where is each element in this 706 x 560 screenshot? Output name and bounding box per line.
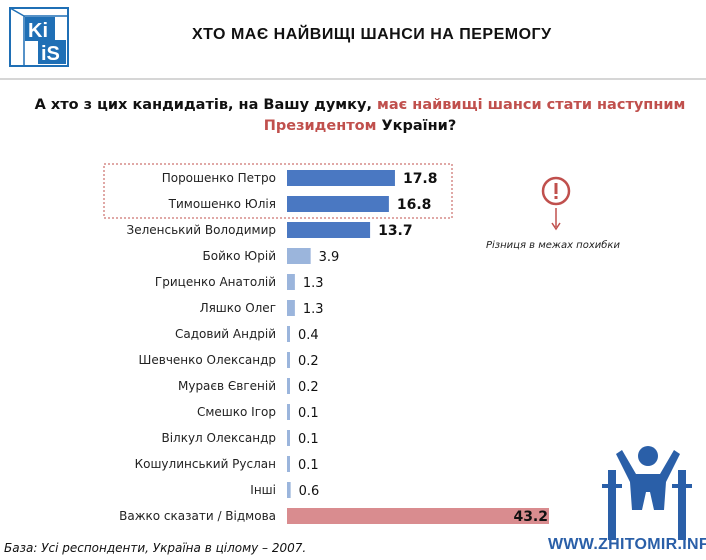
bar <box>287 378 290 394</box>
value-label: 13.7 <box>378 223 413 239</box>
page-title: ХТО МАЄ НАЙВИЩІ ШАНСИ НА ПЕРЕМОГУ <box>192 26 552 43</box>
watermark: WWW.ZHITOMIR.INFO <box>548 536 706 553</box>
exclamation-circle-icon <box>541 176 571 231</box>
category-label: Мураєв Євгеній <box>178 379 276 393</box>
kiis-logo: Ki iS <box>9 7 69 67</box>
category-label: Тимошенко Юлія <box>168 197 276 211</box>
category-label: Смешко Ігор <box>197 405 276 419</box>
value-label: 0.6 <box>299 484 320 499</box>
value-label: 0.4 <box>298 328 319 343</box>
value-label: 0.2 <box>298 354 319 369</box>
value-label: 16.8 <box>397 197 432 213</box>
runner-mascot-icon <box>602 446 692 540</box>
bar <box>287 222 371 238</box>
value-label: 1.3 <box>303 302 324 317</box>
survey-question: А хто з цих кандидатів, на Вашу думку, м… <box>30 95 690 137</box>
question-part2: України? <box>376 118 457 134</box>
bar <box>287 326 290 342</box>
bar <box>287 456 290 472</box>
bar <box>287 274 295 290</box>
value-label: 1.3 <box>303 276 324 291</box>
value-label: 0.1 <box>298 406 319 421</box>
bar <box>287 248 311 264</box>
highlight-frame <box>103 163 453 219</box>
category-label: Зеленський Володимир <box>127 223 276 237</box>
value-label: 0.2 <box>298 380 319 395</box>
category-label: Вілкул Олександр <box>161 431 276 445</box>
bar <box>287 300 295 316</box>
category-label: Бойко Юрій <box>203 249 276 263</box>
value-label: 43.2 <box>513 509 548 525</box>
question-highlight: має найвищі шанси стати наступним Презид… <box>263 97 686 134</box>
header-divider <box>0 78 706 80</box>
category-label: Ляшко Олег <box>200 301 276 315</box>
footer-base: База: Усі респонденти, Україна в цілому … <box>4 541 307 555</box>
margin-of-error-note: Різниця в межах похибки <box>486 240 620 251</box>
bar <box>287 430 290 446</box>
category-label: Порошенко Петро <box>162 171 276 185</box>
category-label: Садовий Андрій <box>175 327 276 341</box>
bar <box>287 508 549 524</box>
category-label: Шевченко Олександр <box>139 353 276 367</box>
bar <box>287 482 291 498</box>
value-label: 0.1 <box>298 458 319 473</box>
logo-text-top: Ki <box>28 20 48 42</box>
bar <box>287 404 290 420</box>
value-label: 3.9 <box>319 250 340 265</box>
category-label: Інші <box>250 483 276 497</box>
bar <box>287 352 290 368</box>
value-label: 0.1 <box>298 432 319 447</box>
question-part1: А хто з цих кандидатів, на Вашу думку, <box>34 97 378 113</box>
value-label: 17.8 <box>403 171 438 187</box>
logo-text-bottom: iS <box>41 43 60 65</box>
bar <box>287 196 389 212</box>
bar <box>287 170 395 186</box>
category-label: Важко сказати / Відмова <box>119 509 276 523</box>
category-label: Гриценко Анатолій <box>155 275 276 289</box>
category-label: Кошулинський Руслан <box>135 457 276 471</box>
